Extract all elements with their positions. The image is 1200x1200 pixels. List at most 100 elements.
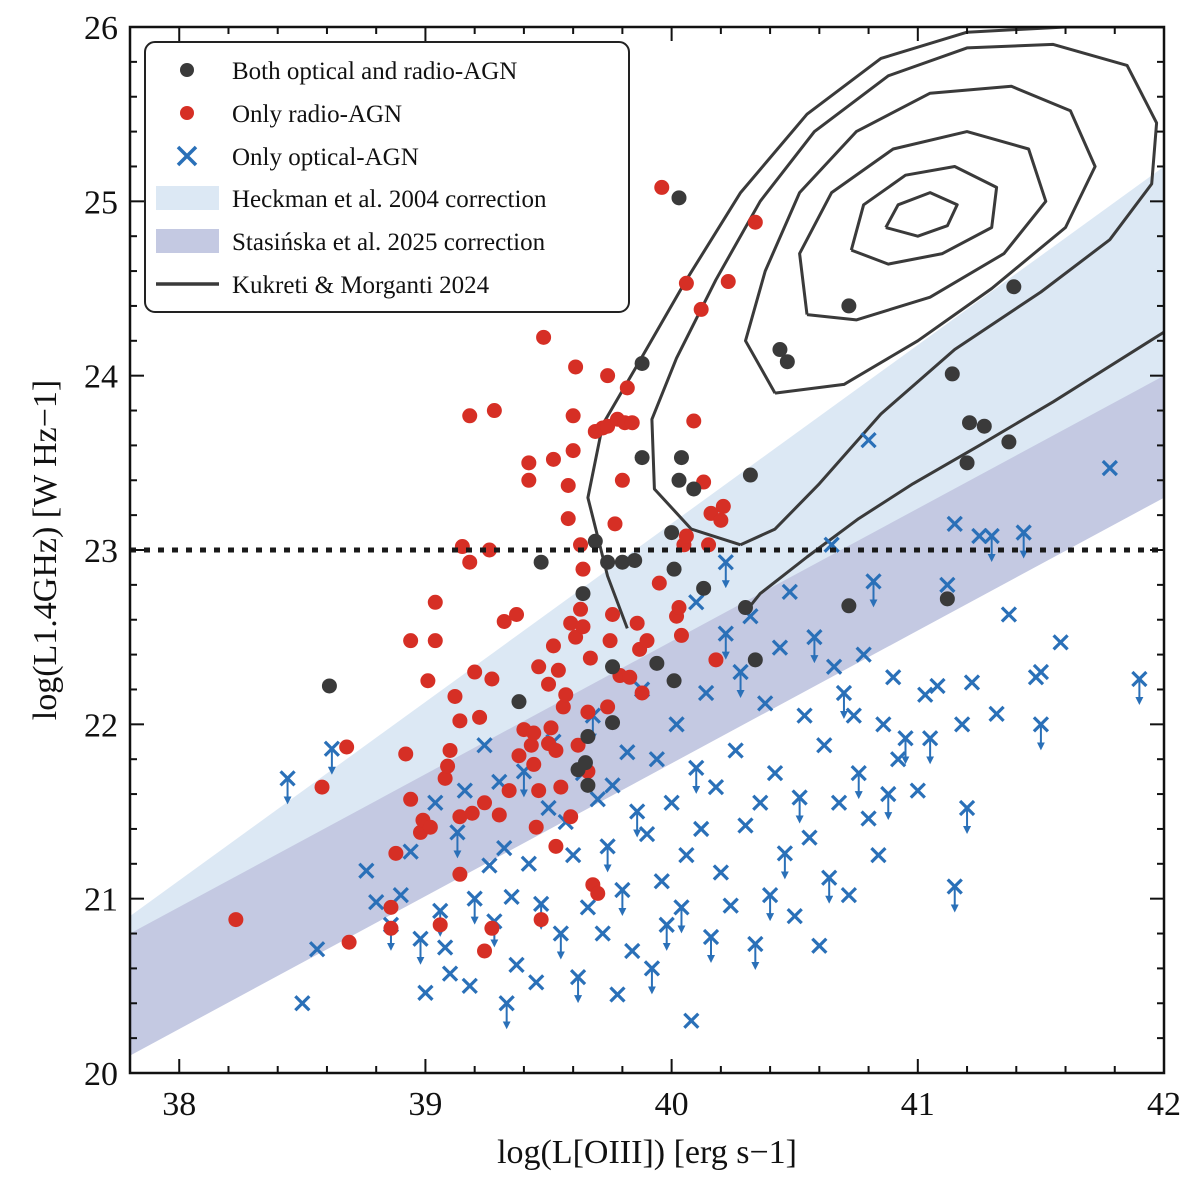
optical-agn-point — [569, 968, 587, 1004]
radio-agn-point — [600, 699, 616, 715]
contour-3 — [744, 84, 1097, 395]
optical-agn-point — [971, 527, 988, 545]
optical-agn-point — [860, 432, 877, 449]
radio-agn-point — [523, 737, 539, 753]
optical-agn-point — [963, 674, 981, 691]
radio-agn-point — [383, 899, 399, 915]
radio-agn-point — [713, 512, 729, 528]
both-agn-point — [580, 729, 596, 745]
optical-agn-point — [688, 594, 705, 611]
radio-agn-point — [651, 575, 667, 591]
both-agn-point — [737, 600, 753, 616]
radio-agn-point — [491, 807, 507, 823]
optical-agn-point — [958, 799, 976, 835]
radio-agn-point — [678, 528, 694, 544]
optical-agn-point — [811, 937, 828, 954]
both-agn-point — [747, 652, 763, 668]
both-agn-point — [600, 554, 616, 570]
x-tick-label: 41 — [901, 1086, 935, 1123]
legend-box — [144, 41, 630, 313]
optical-agn-point — [1000, 606, 1018, 623]
contour-1 — [749, 330, 1164, 607]
optical-agn-point — [540, 799, 557, 817]
y-tick-label: 21 — [84, 882, 118, 919]
y-tick-label: 25 — [84, 184, 118, 221]
both-agn-point — [671, 472, 687, 488]
optical-agn-point — [412, 930, 429, 965]
radio-agn-point — [573, 537, 589, 553]
both-agn-point — [634, 450, 650, 466]
optical-agn-point — [1015, 524, 1032, 559]
optical-agn-point — [988, 705, 1005, 723]
radio-agn-point — [440, 758, 456, 774]
both-agn-point — [605, 659, 621, 675]
optical-agn-point — [880, 785, 897, 821]
both-agn-point — [696, 580, 712, 596]
optical-agn-point — [835, 684, 853, 719]
optical-agn-point — [683, 1012, 700, 1029]
optical-agn-point — [781, 583, 798, 600]
radio-agn-point — [533, 912, 549, 928]
radio-agn-point — [563, 809, 579, 825]
both-agn-point — [1001, 434, 1017, 450]
y-tick-label: 24 — [84, 359, 118, 396]
optical-agn-point — [368, 894, 385, 911]
optical-agn-point — [503, 888, 520, 906]
radio-agn-point — [420, 673, 436, 689]
optical-agn-point — [757, 695, 774, 712]
legend-label-kukreti: Kukreti & Morganti 2024 — [232, 272, 490, 299]
radio-agn-point — [341, 934, 357, 950]
optical-agn-point — [609, 986, 626, 1003]
radio-agn-point — [481, 542, 497, 558]
legend-label-radio: Only radio-AGN — [232, 101, 402, 128]
y-tick-label: 20 — [84, 1056, 118, 1093]
optical-agn-point — [830, 794, 848, 811]
radio-agn-point — [575, 619, 591, 635]
radio-agn-point — [511, 748, 527, 764]
optical-agn-point — [496, 839, 513, 857]
radio-agn-point — [447, 688, 463, 704]
radio-agn-point — [545, 638, 561, 654]
both-agn-point — [627, 552, 643, 568]
optical-agn-point — [436, 939, 454, 956]
radio-agn-point — [545, 451, 561, 467]
radio-agn-point — [654, 179, 670, 195]
optical-agn-point — [599, 838, 616, 873]
optical-agn-point — [983, 527, 1000, 563]
y-tick-label: 22 — [84, 707, 118, 744]
radio-agn-point — [607, 516, 623, 532]
x-tick-label: 40 — [655, 1086, 689, 1123]
optical-agn-point — [885, 669, 902, 686]
radio-agn-point — [622, 669, 638, 685]
contour-2 — [650, 42, 1159, 547]
radio-agn-point — [747, 214, 763, 230]
optical-agn-point — [946, 878, 963, 913]
radio-agn-point — [553, 779, 569, 795]
radio-agn-point — [496, 613, 512, 629]
radio-agn-point — [403, 633, 419, 649]
optical-agn-point — [498, 995, 515, 1030]
radio-agn-point — [526, 725, 542, 741]
radio-agn-point — [558, 687, 574, 703]
optical-agn-point — [870, 846, 887, 864]
contour-lines — [586, 27, 1164, 629]
optical-agn-point — [850, 765, 867, 800]
legend-marker-optical — [176, 145, 198, 167]
legend-marker-radio — [180, 106, 194, 120]
optical-agn-point — [946, 515, 963, 532]
optical-agn-point — [648, 751, 665, 768]
radio-agn-point — [548, 838, 564, 854]
optical-agn-point — [875, 716, 892, 733]
optical-agn-point — [279, 770, 296, 805]
optical-agn-point — [771, 639, 789, 656]
optical-agn-point — [801, 829, 818, 846]
radio-agn-point — [422, 819, 438, 835]
both-agn-point — [605, 715, 621, 731]
optical-agn-point — [392, 887, 409, 904]
legend-label-heckman: Heckman et al. 2004 correction — [232, 186, 547, 213]
optical-agn-point — [897, 730, 914, 765]
optical-agn-point — [825, 658, 843, 675]
both-agn-point — [772, 342, 788, 358]
optical-agn-point — [823, 536, 840, 553]
both-agn-point — [779, 354, 795, 370]
